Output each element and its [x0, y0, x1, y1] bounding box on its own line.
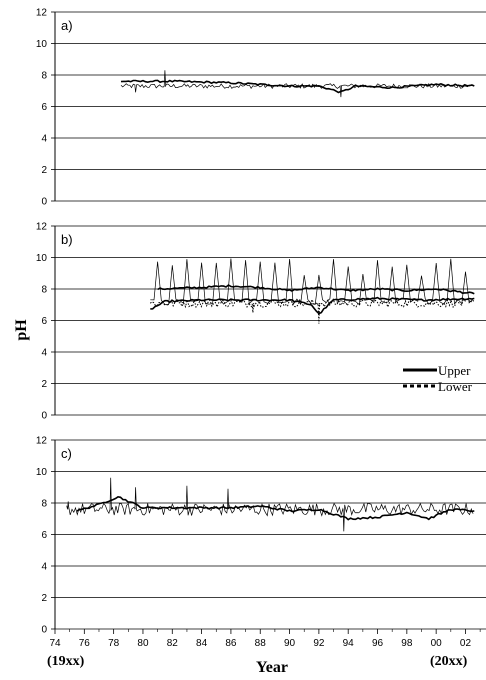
y-tick-label: 8: [41, 499, 47, 510]
y-tick-label: 4: [41, 348, 47, 359]
x-tick-label: 82: [167, 638, 179, 649]
x-tick-label: 86: [225, 638, 237, 649]
panel-0: 0 2 4 6 8 10 12 a): [36, 8, 486, 208]
y-tick-label: 4: [41, 562, 47, 573]
series-line-0: [66, 477, 474, 532]
y-tick-label: 8: [41, 285, 47, 296]
y-tick-label: 8: [41, 71, 47, 82]
y-tick-label: 10: [36, 253, 48, 264]
y-tick-label: 0: [41, 411, 47, 422]
x-axis-title: Year: [256, 659, 288, 676]
x-tick-label: 96: [372, 638, 384, 649]
x-tick-label: 74: [49, 638, 61, 649]
series-line-1: [76, 495, 475, 521]
x-end-century-label: (20xx): [430, 654, 468, 669]
series-line-0: [120, 70, 473, 98]
y-tick-label: 2: [41, 165, 47, 176]
panel-label: c): [61, 446, 72, 461]
panel-2: 0 2 4 6 8 10 12 c): [36, 436, 486, 636]
panel-label: a): [61, 18, 73, 33]
x-tick-label: 00: [431, 638, 443, 649]
y-tick-label: 6: [41, 102, 47, 113]
legend-label-upper: Upper: [438, 363, 471, 378]
y-tick-label: 6: [41, 530, 47, 541]
series-line-3: [149, 297, 475, 324]
x-tick-label: 76: [79, 638, 91, 649]
y-tick-label: 2: [41, 379, 47, 390]
panel-label: b): [61, 232, 73, 247]
x-start-century-label: (19xx): [47, 654, 85, 669]
y-tick-label: 12: [36, 436, 48, 447]
x-tick-label: 94: [343, 638, 355, 649]
y-tick-label: 10: [36, 39, 48, 50]
x-tick-label: 02: [460, 638, 472, 649]
x-tick-label: 90: [284, 638, 296, 649]
y-tick-label: 10: [36, 467, 48, 478]
x-tick-label: 80: [137, 638, 149, 649]
x-tick-label: 88: [255, 638, 267, 649]
y-tick-label: 4: [41, 134, 47, 145]
x-tick-label: 78: [108, 638, 120, 649]
series-line-1: [157, 284, 475, 295]
legend-label-lower: Lower: [438, 379, 473, 394]
series-line-0: [150, 258, 474, 306]
y-tick-label: 2: [41, 593, 47, 604]
x-tick-label: 92: [313, 638, 325, 649]
y-tick-label: 12: [36, 222, 48, 233]
x-tick-label: 84: [196, 638, 208, 649]
x-tick-label: 98: [401, 638, 413, 649]
series-line-2: [150, 296, 475, 315]
y-tick-label: 6: [41, 316, 47, 327]
y-axis-title: pH: [13, 319, 30, 341]
y-tick-label: 12: [36, 8, 48, 19]
y-tick-label: 0: [41, 625, 47, 636]
x-axis: 74 76 78 80 82 84 86 88 90 92 94 96 98 00 02: [49, 629, 481, 649]
y-tick-label: 0: [41, 197, 47, 208]
series-line-1: [120, 79, 475, 94]
